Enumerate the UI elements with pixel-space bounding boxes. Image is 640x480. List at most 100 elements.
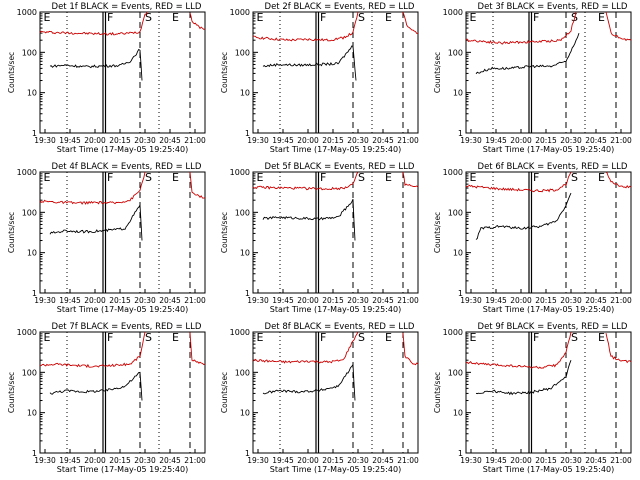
chart-panel-det-3f: Det 3f BLACK = Events, RED = LLD E F S E 1 10 1… — [426, 0, 639, 160]
series-lld — [39, 171, 146, 205]
plot-frame — [39, 331, 206, 454]
event-marker-e: E — [385, 171, 392, 184]
plot-frame — [465, 171, 632, 294]
y-tick-label: 1 — [32, 449, 37, 458]
x-tick-label: 20:45 — [159, 456, 181, 465]
event-marker-e: E — [385, 331, 392, 344]
x-tick-label: 19:45 — [272, 296, 294, 305]
series-lld — [465, 11, 577, 45]
event-marker-e: E — [470, 11, 477, 24]
y-axis-label: Counts/sec — [220, 52, 229, 93]
series-lld-post — [605, 171, 632, 189]
event-marker-s: S — [358, 11, 365, 24]
series-lld-post — [605, 11, 632, 42]
x-tick-label: 21:00 — [610, 296, 632, 305]
y-axis-label: Counts/sec — [220, 212, 229, 253]
x-axis-label: Start Time (17-May-05 19:25:40) — [270, 465, 401, 474]
plot-frame — [465, 331, 632, 454]
event-marker-s: S — [571, 331, 578, 344]
chart-panel-det-2f: Det 2f BLACK = Events, RED = LLD E F S E 1 10 1… — [213, 0, 426, 160]
x-tick-label: 20:00 — [84, 456, 106, 465]
y-tick-label: 1 — [32, 129, 37, 138]
y-tick-label: 100 — [22, 208, 37, 217]
series-lld — [252, 11, 359, 42]
y-tick-label: 10 — [453, 89, 463, 98]
x-tick-label: 20:15 — [109, 136, 131, 145]
y-tick-label: 1 — [458, 449, 463, 458]
x-tick-label: 20:00 — [510, 456, 532, 465]
event-marker-e: E — [257, 11, 264, 24]
x-tick-label: 20:15 — [109, 456, 131, 465]
event-marker-f: F — [533, 11, 539, 24]
x-tick-label: 20:00 — [297, 296, 319, 305]
event-marker-e: E — [470, 331, 477, 344]
x-axis-label: Start Time (17-May-05 19:25:40) — [57, 305, 188, 314]
y-tick-label: 1 — [458, 129, 463, 138]
x-tick-label: 20:15 — [535, 456, 557, 465]
x-tick-label: 20:30 — [560, 456, 582, 465]
series-lld — [252, 171, 359, 191]
x-tick-label: 19:45 — [272, 136, 294, 145]
chart-title: Det 3f BLACK = Events, RED = LLD — [478, 2, 628, 12]
y-tick-label: 1 — [245, 289, 250, 298]
y-tick-label: 1000 — [443, 168, 463, 177]
y-tick-label: 1000 — [230, 168, 250, 177]
x-tick-label: 21:00 — [397, 136, 419, 145]
x-tick-label: 20:45 — [585, 136, 607, 145]
event-marker-f: F — [320, 171, 326, 184]
x-tick-label: 20:00 — [510, 296, 532, 305]
event-marker-e: E — [172, 171, 179, 184]
chart-panel-det-1f: Det 1f BLACK = Events, RED = LLD E F S E 1 10 1… — [0, 0, 213, 160]
event-marker-s: S — [358, 331, 365, 344]
y-axis-label: Counts/sec — [433, 52, 442, 93]
x-tick-label: 20:30 — [134, 296, 156, 305]
event-marker-f: F — [320, 331, 326, 344]
x-tick-label: 20:30 — [560, 296, 582, 305]
y-axis-label: Counts/sec — [433, 372, 442, 413]
event-marker-e: E — [257, 331, 264, 344]
event-marker-e: E — [172, 331, 179, 344]
x-tick-label: 21:00 — [397, 456, 419, 465]
y-tick-label: 100 — [235, 48, 250, 57]
x-tick-label: 20:00 — [297, 456, 319, 465]
x-axis-label: Start Time (17-May-05 19:25:40) — [57, 465, 188, 474]
chart-title: Det 4f BLACK = Events, RED = LLD — [52, 162, 202, 172]
series-events — [475, 32, 580, 75]
x-tick-label: 20:15 — [322, 296, 344, 305]
x-tick-label: 19:45 — [485, 456, 507, 465]
y-tick-label: 1000 — [230, 8, 250, 17]
y-tick-label: 10 — [453, 249, 463, 258]
y-tick-label: 100 — [22, 368, 37, 377]
chart-title: Det 2f BLACK = Events, RED = LLD — [265, 2, 415, 12]
y-axis-label: Counts/sec — [7, 212, 16, 253]
y-axis-label: Counts/sec — [7, 372, 16, 413]
y-tick-label: 10 — [27, 89, 37, 98]
chart-title: Det 6f BLACK = Events, RED = LLD — [478, 162, 628, 172]
series-events — [262, 45, 357, 81]
y-tick-label: 10 — [240, 249, 250, 258]
x-tick-label: 19:30 — [34, 296, 56, 305]
x-tick-label: 20:00 — [297, 136, 319, 145]
series-events — [49, 203, 143, 241]
series-lld-post — [402, 11, 419, 35]
x-tick-label: 20:30 — [134, 456, 156, 465]
event-marker-f: F — [107, 171, 113, 184]
plot-frame — [252, 11, 419, 134]
series-events — [262, 199, 356, 241]
x-tick-label: 20:00 — [84, 136, 106, 145]
y-tick-label: 100 — [235, 368, 250, 377]
y-tick-label: 10 — [240, 89, 250, 98]
x-tick-label: 20:45 — [372, 296, 394, 305]
x-tick-label: 19:30 — [247, 456, 269, 465]
x-tick-label: 20:00 — [510, 136, 532, 145]
series-lld-post — [189, 332, 206, 366]
chart-title: Det 9f BLACK = Events, RED = LLD — [478, 322, 628, 332]
chart-panel-det-7f: Det 7f BLACK = Events, RED = LLD E F S E 1 10 1… — [0, 320, 213, 480]
series-lld-post — [402, 332, 419, 366]
x-tick-label: 20:45 — [372, 456, 394, 465]
x-tick-label: 19:45 — [59, 456, 81, 465]
